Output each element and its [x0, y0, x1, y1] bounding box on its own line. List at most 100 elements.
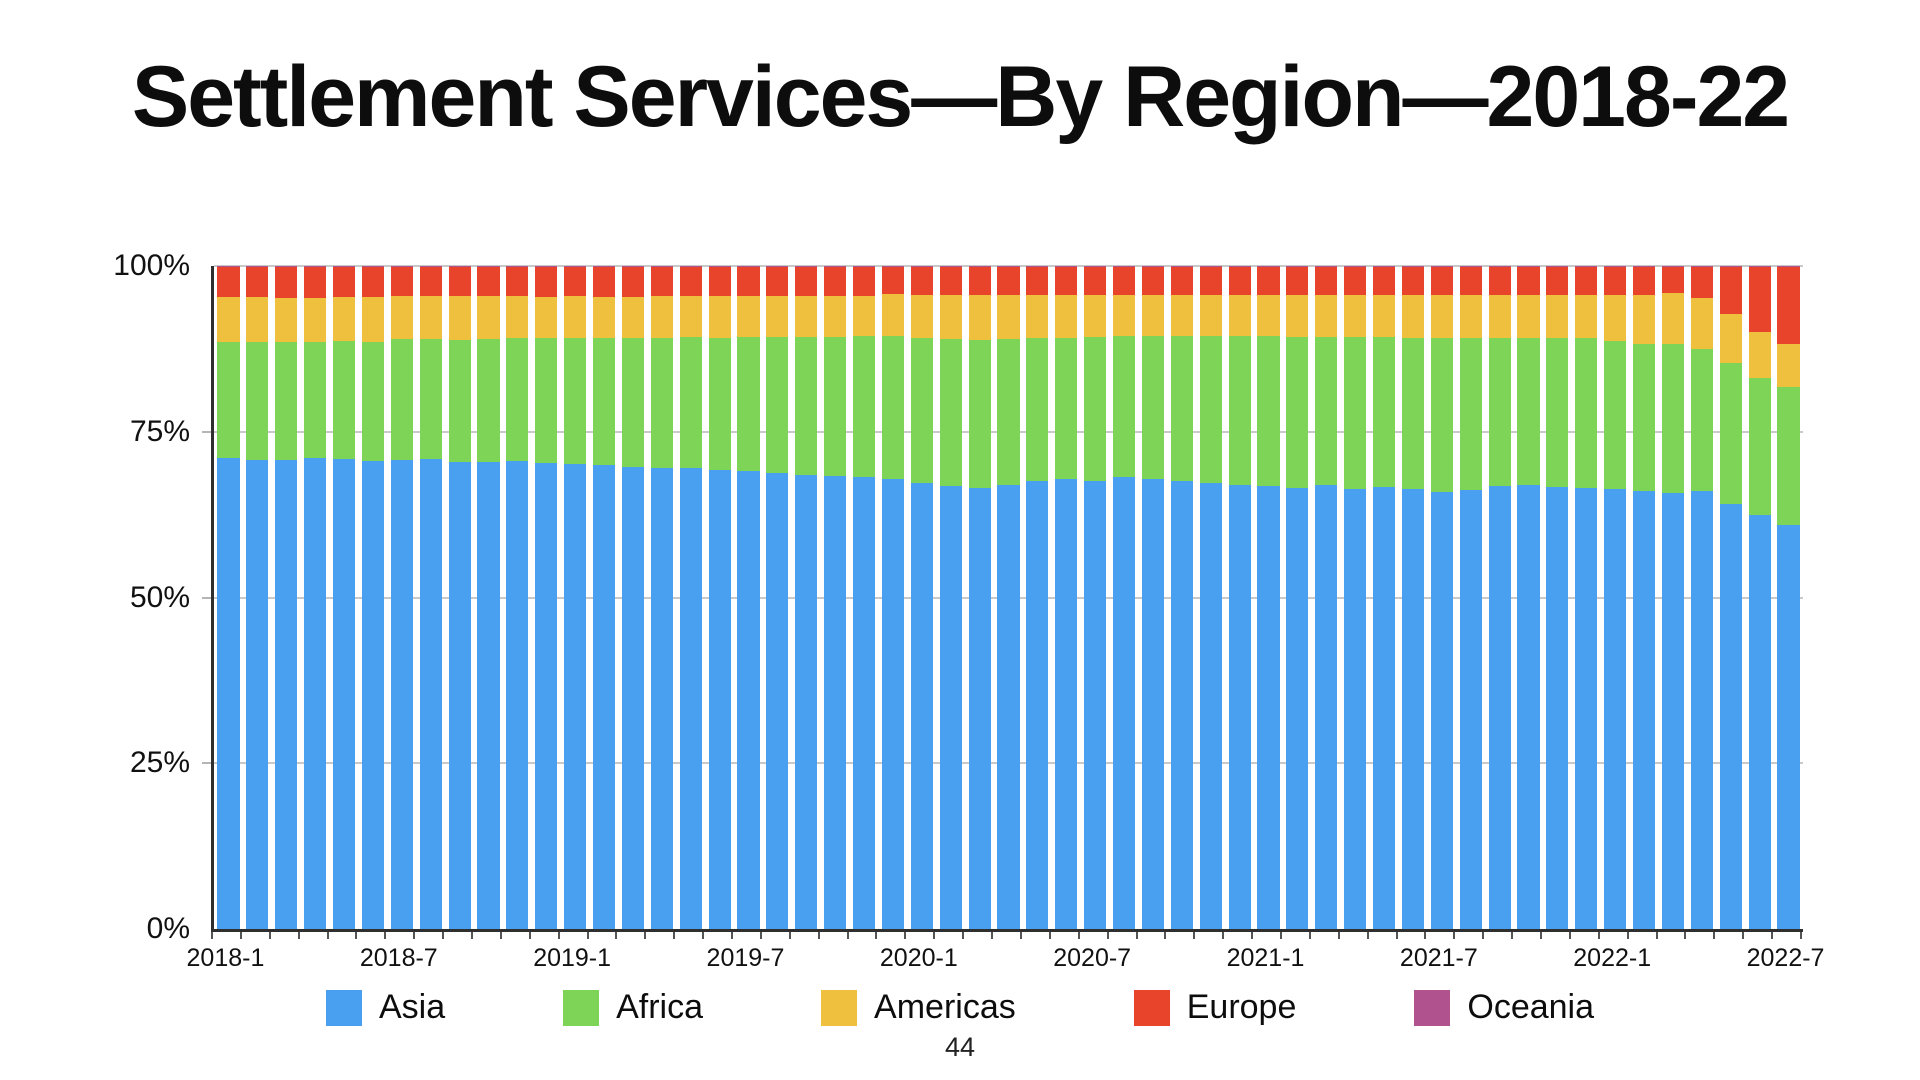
bar-segment-americas — [795, 295, 818, 337]
bar-segment-africa — [1777, 386, 1800, 525]
bar-segment-asia — [1344, 488, 1367, 929]
bar-segment-oceania — [1199, 266, 1222, 267]
bar-segment-africa — [737, 336, 760, 471]
bar-segment-oceania — [1517, 266, 1540, 267]
bar-segment-asia — [564, 463, 587, 929]
bar-segment-europe — [390, 266, 413, 297]
bar-segment-africa — [332, 340, 356, 459]
x-tick-mark — [355, 932, 358, 939]
bar-segment-europe — [217, 266, 240, 298]
legend-item-africa: Africa — [563, 988, 703, 1027]
bar-segment-europe — [1633, 266, 1656, 296]
bar-segment-americas — [1488, 295, 1511, 338]
bar-segment-europe — [881, 266, 904, 294]
bar-segment-americas — [535, 297, 558, 339]
bar-column — [1514, 266, 1543, 929]
bar-segment-oceania — [246, 266, 269, 267]
bar-segment-europe — [506, 266, 529, 297]
x-tick-mark — [528, 932, 531, 939]
x-tick-mark — [384, 932, 387, 939]
bar-segment-oceania — [881, 266, 904, 267]
x-axis-label: 2020-7 — [1053, 944, 1132, 972]
bar-column — [1716, 266, 1745, 929]
bar-segment-asia — [1633, 491, 1656, 929]
bar-segment-asia — [1777, 524, 1800, 929]
bar-segment-americas — [1315, 295, 1338, 337]
bar-segment-africa — [535, 338, 558, 463]
y-axis-label: 100% — [113, 249, 190, 282]
bar-segment-asia — [881, 478, 904, 929]
bar-segment-americas — [592, 297, 616, 339]
bar-segment-americas — [910, 295, 933, 339]
bar-column — [590, 266, 619, 929]
x-tick-mark — [557, 932, 560, 939]
legend-swatch-oceania — [1414, 989, 1451, 1026]
x-axis-label: 2021-7 — [1399, 944, 1478, 972]
bar-segment-americas — [968, 295, 991, 340]
bar-segment-americas — [246, 297, 269, 343]
bar-column — [1312, 266, 1341, 929]
bar-segment-oceania — [939, 266, 962, 267]
x-tick-mark — [731, 932, 734, 939]
bar-segment-asia — [419, 458, 442, 929]
bar-segment-africa — [852, 336, 876, 478]
x-tick-mark — [817, 932, 820, 939]
bar-segment-oceania — [766, 266, 789, 267]
bar-segment-europe — [997, 266, 1020, 296]
bar-segment-africa — [997, 338, 1020, 485]
bar-segment-europe — [1170, 266, 1193, 296]
x-axis-label: 2021-1 — [1226, 944, 1305, 972]
bar-segment-americas — [1141, 295, 1164, 337]
bar-segment-asia — [1661, 493, 1685, 929]
bar-segment-africa — [766, 336, 789, 473]
y-tick-mark — [202, 762, 211, 765]
bar-segment-asia — [246, 460, 269, 929]
bar-segment-americas — [708, 296, 731, 338]
bar-segment-oceania — [795, 266, 818, 267]
bar-segment-oceania — [592, 266, 616, 267]
bar-segment-americas — [217, 297, 240, 343]
y-axis-label: 75% — [129, 414, 190, 448]
legend-label: Europe — [1186, 988, 1297, 1026]
bar-segment-americas — [1286, 295, 1309, 337]
x-tick-mark — [586, 932, 589, 939]
x-tick-mark — [1453, 932, 1456, 939]
bar-segment-americas — [1170, 295, 1193, 337]
bar-column — [503, 266, 532, 929]
x-tick-mark — [933, 932, 936, 939]
bar-segment-asia — [332, 458, 356, 929]
bar-column — [1139, 266, 1168, 929]
bar-column — [821, 266, 850, 929]
bar-segment-americas — [1517, 295, 1540, 338]
bar-segment-africa — [1257, 336, 1280, 487]
bar-segment-europe — [1488, 266, 1511, 296]
x-tick-mark — [471, 932, 474, 939]
bar-segment-asia — [824, 476, 847, 929]
bar-segment-africa — [708, 337, 731, 470]
bar-segment-americas — [390, 296, 413, 339]
bar-segment-americas — [679, 296, 702, 337]
bar-column — [1023, 266, 1052, 929]
x-tick-mark — [326, 932, 329, 939]
bar-segment-africa — [679, 336, 702, 468]
legend-item-americas: Americas — [821, 988, 1016, 1027]
bar-segment-africa — [968, 339, 991, 489]
bar-column — [1341, 266, 1370, 929]
bar-segment-asia — [1199, 482, 1222, 929]
bar-column — [763, 266, 792, 929]
bar-segment-asia — [1373, 487, 1396, 929]
bar-column — [272, 266, 301, 929]
bar-segment-oceania — [1661, 266, 1685, 267]
x-tick-mark — [499, 932, 502, 939]
bar-segment-africa — [419, 338, 442, 459]
x-tick-mark — [904, 932, 907, 939]
bar-segment-americas — [1748, 331, 1771, 379]
bar-segment-oceania — [1141, 266, 1164, 267]
bar-segment-africa — [1459, 338, 1482, 491]
bar-column — [1399, 266, 1428, 929]
bar-segment-americas — [824, 295, 847, 337]
x-tick-mark — [1193, 932, 1196, 939]
bar-segment-europe — [1113, 266, 1136, 296]
x-tick-mark — [1077, 932, 1080, 939]
bar-segment-asia — [1141, 479, 1164, 929]
